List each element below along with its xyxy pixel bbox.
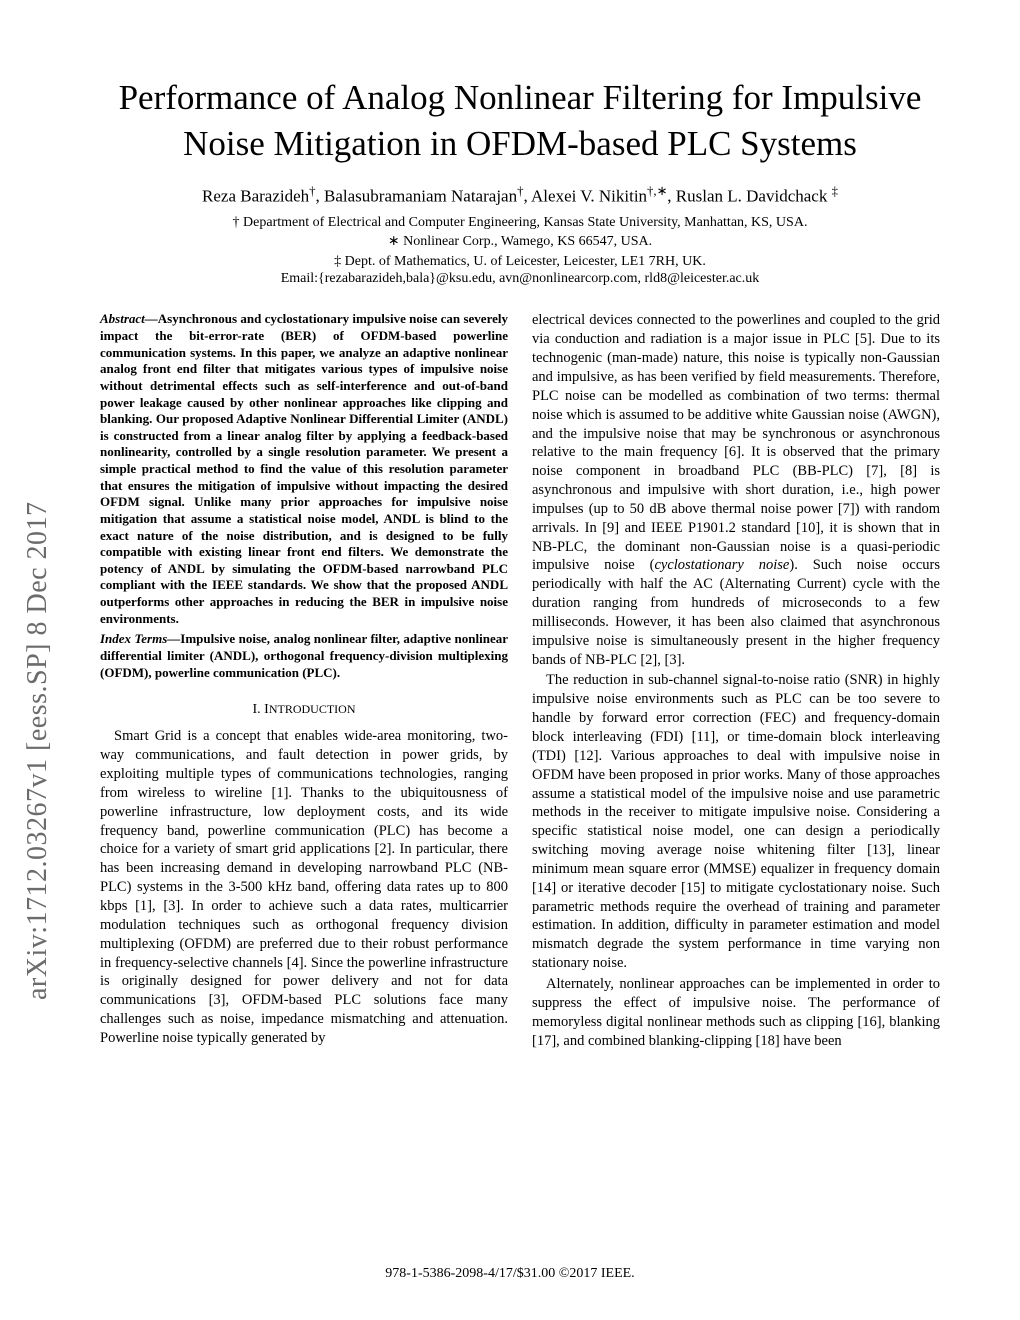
index-terms-block: Index Terms—Impulsive noise, analog nonl… (100, 631, 508, 681)
col2-paragraph-1: electrical devices connected to the powe… (532, 311, 940, 669)
page-content: Performance of Analog Nonlinear Filterin… (0, 0, 1020, 1082)
abstract-body: Asynchronous and cyclostationary impulsi… (100, 311, 508, 625)
right-column: electrical devices connected to the powe… (532, 311, 940, 1052)
affiliation-1: † Department of Electrical and Computer … (100, 213, 940, 233)
authors-line: Reza Barazideh†, Balasubramaniam Nataraj… (100, 184, 940, 207)
col2-paragraph-3: Alternately, nonlinear approaches can be… (532, 975, 940, 1050)
index-terms-label: Index Terms— (100, 631, 180, 646)
affiliation-2: ∗ Nonlinear Corp., Wamego, KS 66547, USA… (100, 232, 940, 252)
copyright-footer: 978-1-5386-2098-4/17/$31.00 ©2017 IEEE. (0, 1266, 1020, 1282)
affiliation-3: ‡ Dept. of Mathematics, U. of Leicester,… (100, 252, 940, 272)
section-1-heading: I. INTRODUCTION (100, 701, 508, 719)
email-line: Email:{rezabarazideh,bala}@ksu.edu, avn@… (100, 271, 940, 287)
left-column: Abstract—Asynchronous and cyclostationar… (100, 311, 508, 1052)
col2-p1-part2: ). Such noise occurs periodically with h… (532, 557, 940, 667)
arxiv-identifier: arXiv:1712.03267v1 [eess.SP] 8 Dec 2017 (22, 501, 54, 1000)
abstract-block: Abstract—Asynchronous and cyclostationar… (100, 311, 508, 627)
intro-paragraph-1: Smart Grid is a concept that enables wid… (100, 727, 508, 1047)
paper-title: Performance of Analog Nonlinear Filterin… (100, 75, 940, 166)
col2-paragraph-2: The reduction in sub-channel signal-to-n… (532, 671, 940, 973)
col2-p1-part1: electrical devices connected to the powe… (532, 312, 940, 573)
abstract-label: Abstract— (100, 311, 158, 326)
two-column-layout: Abstract—Asynchronous and cyclostationar… (100, 311, 940, 1052)
col2-p1-italic: cyclostationary noise (654, 557, 789, 573)
